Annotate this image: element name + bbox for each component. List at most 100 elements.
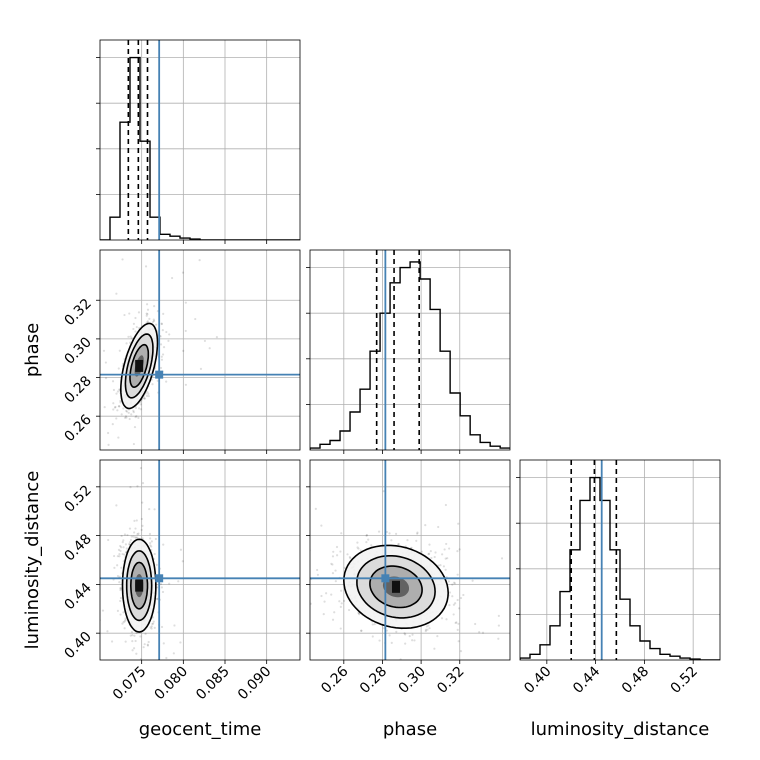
sample-point: [136, 533, 139, 536]
sample-point: [123, 533, 127, 536]
sample-point: [456, 573, 459, 576]
sample-point: [102, 478, 104, 480]
sample-point: [134, 536, 137, 539]
sample-point: [331, 618, 335, 621]
sample-point: [456, 550, 459, 553]
sample-point: [416, 531, 419, 534]
sample-point: [175, 447, 177, 449]
sample-point: [130, 631, 134, 634]
sample-point: [149, 626, 152, 629]
x-tick-label: 0.52: [668, 664, 701, 697]
x-tick-label: 0.085: [193, 664, 233, 704]
sample-point: [335, 545, 339, 549]
sample-point: [330, 593, 333, 596]
sample-point: [340, 532, 343, 535]
y-axis-label-luminosity-distance: luminosity_distance: [22, 471, 43, 650]
sample-point: [150, 625, 153, 628]
sample-point: [119, 399, 122, 403]
sample-point: [145, 751, 147, 753]
sample-point: [161, 329, 164, 332]
sample-point: [110, 640, 114, 643]
sample-point: [130, 535, 133, 538]
sample-point: [430, 556, 433, 560]
sample-point: [118, 575, 121, 578]
x-axis-label-luminosity-distance: luminosity_distance: [531, 719, 710, 740]
panel-frame: [99, 249, 301, 451]
sample-point: [298, 520, 300, 522]
sample-point: [137, 532, 140, 535]
sample-point: [131, 707, 133, 709]
sample-point: [426, 628, 429, 631]
sample-point: [150, 545, 153, 548]
density-peak: [135, 359, 144, 372]
sample-point: [159, 343, 163, 346]
sample-point: [203, 673, 205, 675]
sample-point: [137, 407, 141, 410]
sample-point: [145, 312, 148, 315]
sample-point: [153, 552, 156, 556]
sample-point: [133, 634, 136, 637]
x-tick-label: 0.40: [521, 664, 554, 697]
sample-point: [135, 652, 138, 655]
sample-point: [116, 390, 120, 393]
sample-point: [303, 591, 305, 593]
panel-content: [310, 250, 510, 450]
sample-point: [445, 542, 448, 546]
sample-point: [134, 406, 138, 409]
sample-point: [118, 581, 121, 584]
sample-point: [159, 366, 163, 370]
sample-point: [142, 646, 145, 649]
panel-frame: [309, 459, 511, 661]
sample-point: [123, 553, 126, 556]
sample-point: [117, 367, 120, 370]
sample-point: [135, 325, 138, 329]
sample-point: [437, 525, 440, 529]
sample-point: [331, 563, 334, 566]
sample-point: [53, 620, 55, 622]
sample-point: [540, 571, 542, 573]
sample-point: [125, 409, 128, 412]
sample-point: [439, 563, 442, 567]
sample-point: [118, 405, 121, 408]
sample-point: [424, 524, 427, 527]
sample-point: [334, 580, 337, 583]
sample-point: [125, 342, 128, 345]
sample-point: [120, 566, 123, 569]
sample-point: [137, 688, 139, 690]
sample-point: [271, 548, 273, 550]
sample-point: [118, 553, 121, 556]
sample-point: [357, 547, 360, 550]
sample-point: [143, 397, 146, 400]
sample-point: [448, 591, 452, 594]
sample-point: [146, 644, 150, 647]
sample-point: [444, 503, 447, 507]
sample-point: [115, 417, 118, 420]
sample-point: [198, 259, 201, 262]
sample-point: [117, 405, 121, 408]
sample-point: [116, 574, 120, 578]
panel-geocent-time-vs-phase: 0.26 0.28 0.30 0.32: [50, 249, 301, 480]
sample-point: [203, 339, 207, 343]
sample-point: [132, 442, 136, 446]
sample-point: [116, 564, 119, 567]
sample-point: [338, 600, 341, 603]
x-tick-label: 0.32: [434, 664, 467, 697]
sample-point: [339, 605, 342, 608]
sample-point: [284, 651, 286, 653]
sample-point: [406, 539, 409, 542]
sample-point: [184, 329, 187, 333]
sample-point: [135, 536, 138, 539]
sample-point: [50, 455, 52, 457]
sample-point: [173, 624, 176, 627]
sample-point: [179, 548, 183, 551]
sample-point: [471, 579, 474, 582]
sample-point: [127, 335, 130, 338]
sample-point: [132, 409, 135, 412]
sample-point: [112, 408, 115, 411]
sample-point: [149, 544, 152, 547]
sample-point: [146, 320, 149, 323]
sample-point: [124, 619, 127, 622]
sample-point: [481, 631, 485, 634]
sample-point: [410, 546, 413, 549]
sample-point: [143, 397, 146, 400]
